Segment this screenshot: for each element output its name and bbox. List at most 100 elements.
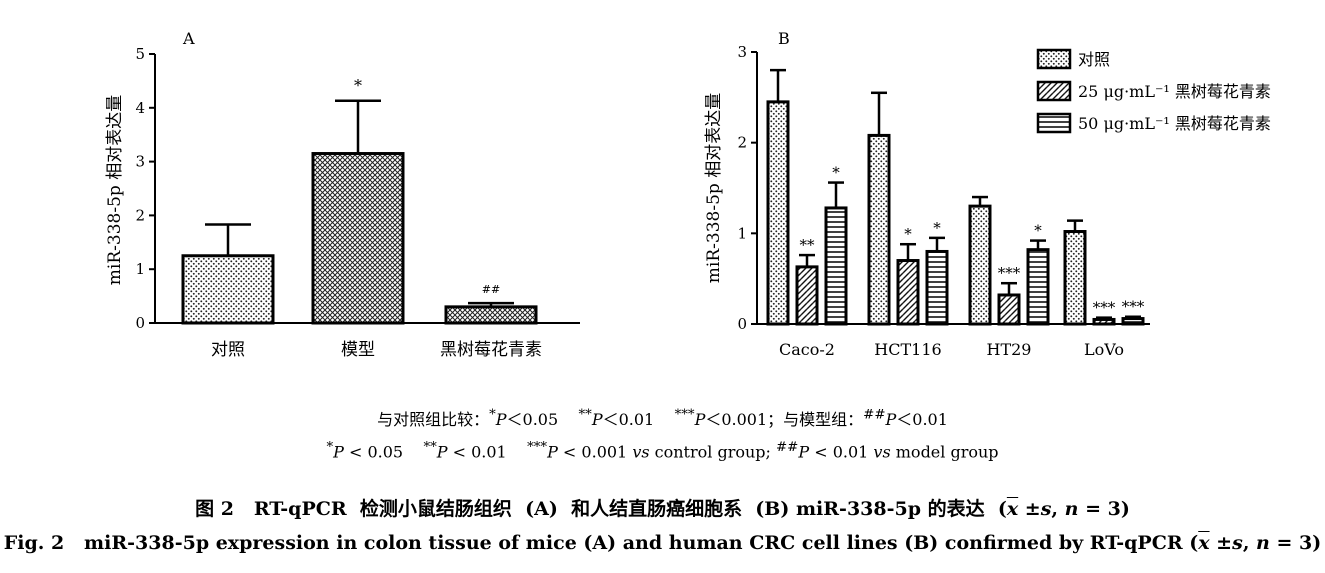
- panel-a-ylabel: miR-338-5p 相对表达量: [105, 95, 125, 285]
- panel-b-x-tick-label: LoVo: [1084, 340, 1124, 359]
- note-cn-p2: P: [591, 410, 603, 429]
- panel-a-y-tick-label: 3: [135, 153, 145, 171]
- panel-b-bar: [824, 206, 848, 326]
- panel-b-significance-label: *: [904, 225, 912, 243]
- caption-en-sd: s: [1232, 532, 1243, 554]
- note-en-p2: P: [436, 442, 448, 462]
- panel-b-significance-label: ***: [1122, 298, 1145, 316]
- panel-b-x-tick-label: HCT116: [874, 340, 941, 359]
- panel-b-y-tick-label: 0: [737, 315, 747, 333]
- legend-entry-label: 对照: [1078, 50, 1110, 69]
- caption-cn-n: n: [1064, 498, 1079, 520]
- caption-cn-mean: x: [1006, 498, 1019, 520]
- note-cn-p1: P: [495, 410, 507, 429]
- note-cn-star1: *: [489, 407, 496, 423]
- note-en-vs2: vs: [873, 442, 891, 462]
- panel-b-bar: [1121, 317, 1145, 326]
- panel-a-bar: [444, 305, 538, 325]
- caption-en-pm: ±: [1209, 532, 1233, 554]
- panel-b-x-tick-label: HT29: [987, 340, 1032, 359]
- panel-b-significance-label: *: [1034, 222, 1042, 240]
- caption-en-tail: = 3): [1269, 532, 1322, 554]
- panel-b-legend: 对照 25 μg·mL⁻¹ 黑树莓花青素 50 μg·mL⁻¹ 黑树莓花青素: [1036, 48, 1271, 134]
- note-en-t1: < 0.05: [343, 442, 404, 462]
- panel-b-significance-label: *: [832, 164, 840, 182]
- panel-a-bar: [311, 152, 405, 325]
- note-en-t5: < 0.01: [809, 442, 874, 462]
- caption-cn-sd: s: [1040, 498, 1052, 520]
- panel-a-y-tick-label: 5: [135, 45, 145, 63]
- panel-b-significance-label: ***: [1093, 299, 1116, 317]
- panel-a-letter: A: [182, 29, 195, 48]
- panel-b-significance-label: ***: [998, 264, 1021, 282]
- note-en-p3: P: [547, 442, 558, 462]
- significance-note-cn: 与对照组比较：*P＜0.05 **P＜0.01 ***P＜0.001；与模型组：…: [0, 406, 1325, 430]
- note-cn-star2: **: [578, 407, 592, 423]
- panel-a-x-tick-label: 黑树莓花青素: [440, 340, 542, 360]
- panel-a-y-tick-label: 4: [135, 99, 145, 117]
- panel-b-y-tick-label: 1: [737, 224, 747, 242]
- caption-cn-pm: ±: [1018, 498, 1041, 520]
- caption-cn-comma: ,: [1051, 498, 1065, 520]
- panel-b-bar: [795, 265, 819, 326]
- caption-en-comma: ,: [1242, 532, 1257, 554]
- panel-b-ylabel: miR-338-5p 相对表达量: [704, 93, 724, 283]
- panel-a-bar: [181, 254, 275, 325]
- panel-b-bar: [968, 204, 992, 326]
- note-en-hash: ##: [776, 440, 799, 455]
- significance-note-en: *P < 0.05 **P < 0.01 ***P < 0.001 vs con…: [0, 440, 1325, 461]
- note-cn-hash: ##: [863, 407, 886, 423]
- caption-en-mean: x: [1198, 532, 1210, 554]
- panel-a-chart: A miR-338-5p 相对表达量 0 1 2 3 4 5 对照 * 模型 ## 黑树莓花青素: [105, 29, 580, 360]
- legend-swatch: [1036, 112, 1072, 134]
- panel-a-significance-label: *: [354, 76, 362, 95]
- caption-cn-tail: = 3): [1078, 498, 1130, 520]
- note-cn-prefix: 与对照组比较：: [377, 410, 490, 429]
- panel-b-bar: [1026, 248, 1050, 326]
- note-en-star2: **: [423, 440, 437, 455]
- note-en-vs1: vs: [632, 442, 650, 462]
- panel-b-x-tick-label: Caco-2: [779, 340, 835, 359]
- legend-swatch: [1036, 48, 1072, 70]
- note-cn-p4: P: [885, 410, 897, 429]
- panel-b-bar: [896, 259, 920, 326]
- note-en-p1: P: [333, 442, 344, 462]
- panel-b-letter: B: [778, 29, 790, 48]
- panel-b-significance-label: **: [800, 236, 816, 254]
- panel-b-bar: [766, 100, 790, 326]
- panel-b-chart: B miR-338-5p 相对表达量 对照 25 μg·mL⁻¹ 黑树莓花青素 50…: [704, 29, 1271, 359]
- note-en-t6: model group: [890, 442, 999, 462]
- note-cn-t1: ＜0.05: [506, 410, 559, 429]
- panel-a-y-tick-label: 1: [135, 260, 145, 278]
- panel-a-x-tick-label: 模型: [341, 340, 375, 360]
- panel-b-y-tick-label: 2: [737, 134, 747, 152]
- note-cn-t4: ＜0.01: [896, 410, 948, 429]
- panel-b-bar: [867, 133, 891, 326]
- panel-b-bar: [925, 249, 949, 326]
- note-en-star1: *: [326, 440, 334, 455]
- note-en-star3: ***: [527, 440, 548, 455]
- panel-b-bar: [997, 293, 1021, 326]
- legend-entry-label: 25 μg·mL⁻¹ 黑树莓花青素: [1078, 82, 1271, 101]
- figure-caption-en: Fig. 2 miR-338-5p expression in colon ti…: [0, 532, 1325, 554]
- legend-entry-label: 50 μg·mL⁻¹ 黑树莓花青素: [1078, 114, 1271, 133]
- panel-a-y-tick-label: 2: [135, 206, 145, 224]
- panel-a-y-tick-label: 0: [135, 314, 145, 332]
- panel-b-significance-label: *: [933, 219, 941, 237]
- note-cn-p3: P: [694, 410, 706, 429]
- caption-en-text: Fig. 2 miR-338-5p expression in colon ti…: [3, 532, 1199, 554]
- caption-en-n: n: [1256, 532, 1270, 554]
- panel-a-significance-label: ##: [482, 283, 500, 296]
- panel-b-bar: [1063, 230, 1087, 326]
- legend-swatch: [1036, 80, 1072, 102]
- note-cn-star3: ***: [674, 407, 695, 423]
- note-cn-t2: ＜0.01: [602, 410, 655, 429]
- panel-b-y-tick-label: 3: [737, 43, 747, 61]
- note-en-t2: < 0.01: [447, 442, 507, 462]
- panel-a-x-tick-label: 对照: [211, 340, 245, 360]
- note-en-t3: < 0.001: [557, 442, 633, 462]
- note-en-p4: P: [798, 442, 810, 462]
- caption-cn-text: 图 2 RT-qPCR 检测小鼠结肠组织 (A) 和人结直肠癌细胞系 (B) m…: [195, 498, 1007, 520]
- figure-caption-cn: 图 2 RT-qPCR 检测小鼠结肠组织 (A) 和人结直肠癌细胞系 (B) m…: [0, 494, 1325, 521]
